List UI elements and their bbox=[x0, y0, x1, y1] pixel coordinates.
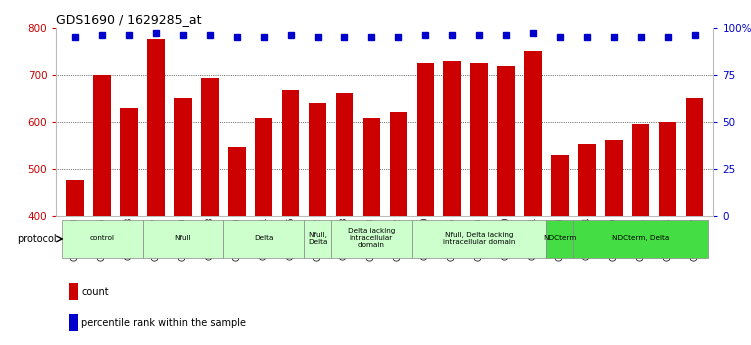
Bar bbox=[443, 60, 461, 216]
Text: Nfull,
Delta: Nfull, Delta bbox=[308, 231, 327, 245]
Text: Delta lacking
intracellular
domain: Delta lacking intracellular domain bbox=[348, 228, 395, 248]
Bar bbox=[524, 51, 541, 216]
Bar bbox=[547, 219, 574, 258]
Bar bbox=[470, 63, 488, 216]
Bar bbox=[282, 90, 300, 216]
Bar bbox=[412, 219, 547, 258]
Text: NDCterm: NDCterm bbox=[543, 235, 577, 241]
Bar bbox=[578, 144, 596, 216]
Bar bbox=[228, 147, 246, 216]
Bar bbox=[417, 63, 434, 216]
Text: GDS1690 / 1629285_at: GDS1690 / 1629285_at bbox=[56, 13, 202, 27]
Text: Delta: Delta bbox=[254, 235, 273, 241]
Bar bbox=[632, 124, 650, 216]
Bar bbox=[686, 98, 704, 216]
Bar bbox=[363, 118, 380, 216]
Bar bbox=[174, 98, 192, 216]
Text: count: count bbox=[81, 287, 109, 296]
Text: protocol: protocol bbox=[17, 234, 56, 244]
Bar bbox=[93, 75, 111, 216]
Bar bbox=[120, 108, 137, 216]
Text: Nfull: Nfull bbox=[174, 235, 192, 241]
Bar bbox=[605, 140, 623, 216]
Bar bbox=[66, 180, 84, 216]
Bar bbox=[309, 103, 327, 216]
Bar bbox=[331, 219, 412, 258]
Bar bbox=[551, 155, 569, 216]
Bar bbox=[70, 283, 78, 300]
Bar bbox=[255, 118, 273, 216]
Bar bbox=[659, 121, 677, 216]
Bar bbox=[147, 39, 164, 216]
Text: Nfull, Delta lacking
intracellular domain: Nfull, Delta lacking intracellular domai… bbox=[443, 231, 515, 245]
Text: NDCterm, Delta: NDCterm, Delta bbox=[612, 235, 669, 241]
Bar bbox=[223, 219, 304, 258]
Bar bbox=[62, 219, 143, 258]
Text: control: control bbox=[89, 235, 115, 241]
Bar bbox=[336, 93, 353, 216]
Bar bbox=[143, 219, 223, 258]
Bar bbox=[497, 66, 515, 216]
Bar bbox=[201, 78, 219, 216]
Bar bbox=[70, 314, 78, 331]
Bar bbox=[390, 112, 407, 216]
Text: percentile rank within the sample: percentile rank within the sample bbox=[81, 318, 246, 327]
Bar bbox=[574, 219, 708, 258]
Bar bbox=[304, 219, 331, 258]
